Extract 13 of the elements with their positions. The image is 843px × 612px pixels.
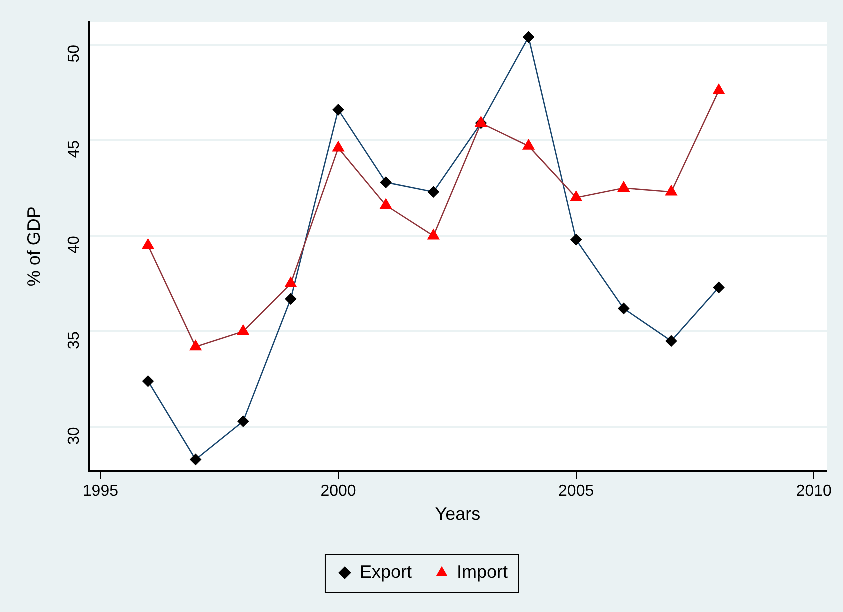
y-tick-label: 30 <box>66 427 84 446</box>
y-axis-title: % of GDP <box>24 206 44 287</box>
legend-label: Export <box>360 562 412 582</box>
y-tick-label: 40 <box>66 236 84 254</box>
y-tick-label: 45 <box>66 140 84 158</box>
y-tick-label: 35 <box>66 332 84 350</box>
x-tick-label: 1995 <box>82 483 119 500</box>
legend-label: Import <box>457 562 508 582</box>
x-tick-label: 2000 <box>320 483 356 500</box>
x-tick-label: 2010 <box>796 483 832 500</box>
y-tick-label: 50 <box>66 44 84 63</box>
x-axis-title: Years <box>435 504 481 524</box>
x-tick-label: 2005 <box>558 483 594 500</box>
